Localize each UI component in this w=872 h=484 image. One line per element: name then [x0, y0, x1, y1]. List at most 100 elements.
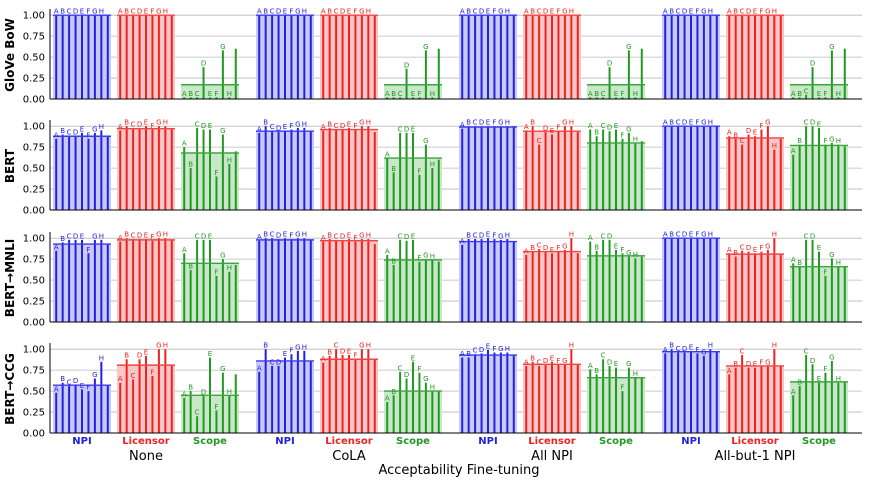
bar: [132, 127, 135, 210]
bar-letter-label: E: [144, 8, 148, 16]
y-tick-label: 1.00: [23, 122, 45, 133]
bar: [157, 126, 160, 210]
bar: [480, 353, 483, 433]
bar: [405, 68, 408, 99]
bar: [284, 15, 286, 100]
bar: [68, 136, 71, 210]
bar-letter-label: A: [385, 247, 390, 255]
bar: [87, 15, 90, 100]
condition-label: None: [129, 449, 163, 464]
bar: [766, 249, 769, 322]
bar: [531, 251, 534, 322]
bar: [202, 67, 205, 99]
bar: [196, 416, 199, 433]
bar: [170, 128, 173, 210]
bar-letter-label: B: [733, 131, 738, 139]
bar: [290, 239, 293, 322]
bar-letter-label: C: [537, 8, 542, 16]
bar-letter-label: A: [727, 367, 732, 375]
bar: [360, 15, 363, 100]
bar-letter-label: G: [829, 251, 834, 259]
bar-letter-label: B: [188, 384, 193, 392]
bar-letter-label: A: [54, 131, 59, 139]
bar: [234, 374, 237, 433]
bar-letter-label: E: [208, 90, 212, 98]
bar-letter-label: B: [466, 232, 471, 240]
bar: [576, 253, 579, 322]
bar: [405, 132, 408, 210]
bar-letter-label: F: [759, 244, 763, 252]
bar: [798, 266, 801, 322]
bar-letter-label: A: [321, 8, 326, 16]
bar: [474, 239, 477, 322]
bar-letter-label: B: [124, 352, 129, 360]
axis-layer: 0.00 0.25 0.50 0.75 1.00 0.00 0.25 0.50 0.75 1.00…: [23, 9, 862, 440]
bar: [621, 391, 624, 433]
bar: [125, 126, 128, 210]
bar-letter-label: G: [498, 119, 503, 127]
bar-letter-label: D: [276, 232, 281, 240]
bar: [145, 126, 147, 210]
bar: [670, 238, 673, 322]
bar: [264, 238, 267, 322]
y-tick-label: 0.00: [23, 95, 45, 106]
bar: [709, 349, 712, 433]
bar: [373, 359, 376, 433]
bar-letter-label: H: [633, 135, 638, 143]
bar: [557, 15, 560, 100]
bar: [474, 354, 477, 433]
bar: [690, 238, 692, 322]
bar-letter-label: D: [543, 357, 548, 365]
bar: [367, 15, 370, 100]
bar-letter-label: A: [791, 90, 796, 98]
bar: [125, 359, 128, 433]
bar: [570, 15, 573, 100]
bar: [189, 270, 192, 322]
bar-letter-label: G: [562, 357, 567, 365]
bar: [690, 15, 692, 100]
bar-letter-label: B: [124, 231, 129, 239]
bar-letter-label: F: [289, 8, 293, 16]
bar-letter-label: A: [321, 123, 326, 131]
bar: [634, 142, 637, 210]
bar: [367, 126, 370, 210]
bar: [615, 249, 617, 322]
bar: [557, 131, 560, 210]
bar: [93, 239, 96, 322]
bar-letter-label: B: [263, 342, 268, 350]
bar: [608, 131, 611, 210]
bar: [728, 15, 731, 100]
bar-letter-label: C: [195, 90, 200, 98]
bar: [309, 15, 312, 100]
bar-letter-label: E: [486, 8, 490, 16]
bar: [683, 126, 686, 210]
bar: [322, 362, 325, 433]
bar: [480, 126, 483, 210]
bar: [264, 349, 267, 433]
bar: [512, 15, 515, 100]
bar: [512, 355, 515, 433]
bar: [309, 360, 312, 433]
bar-letter-label: C: [804, 87, 809, 95]
bar-letter-label: E: [80, 125, 84, 133]
bar: [348, 15, 350, 100]
bar: [221, 50, 224, 99]
bar: [715, 15, 718, 100]
bar-letter-label: F: [492, 345, 496, 353]
bar: [792, 395, 795, 433]
bar-letter-label: E: [550, 8, 554, 16]
bar: [773, 349, 776, 433]
y-tick-label: 0.25: [23, 408, 45, 419]
bar-letter-label: B: [188, 263, 193, 271]
bar: [228, 97, 231, 99]
bar-letter-label: D: [746, 244, 751, 252]
bar-letter-label: G: [562, 8, 567, 16]
bar-letter-label: H: [708, 231, 713, 239]
bar-letter-label: D: [543, 244, 548, 252]
bar: [595, 136, 598, 210]
bar-letter-label: E: [411, 125, 415, 133]
bar: [506, 352, 509, 433]
bar-letter-label: H: [227, 264, 232, 272]
bar-letter-label: D: [137, 120, 142, 128]
bar-letter-label: B: [188, 161, 193, 169]
